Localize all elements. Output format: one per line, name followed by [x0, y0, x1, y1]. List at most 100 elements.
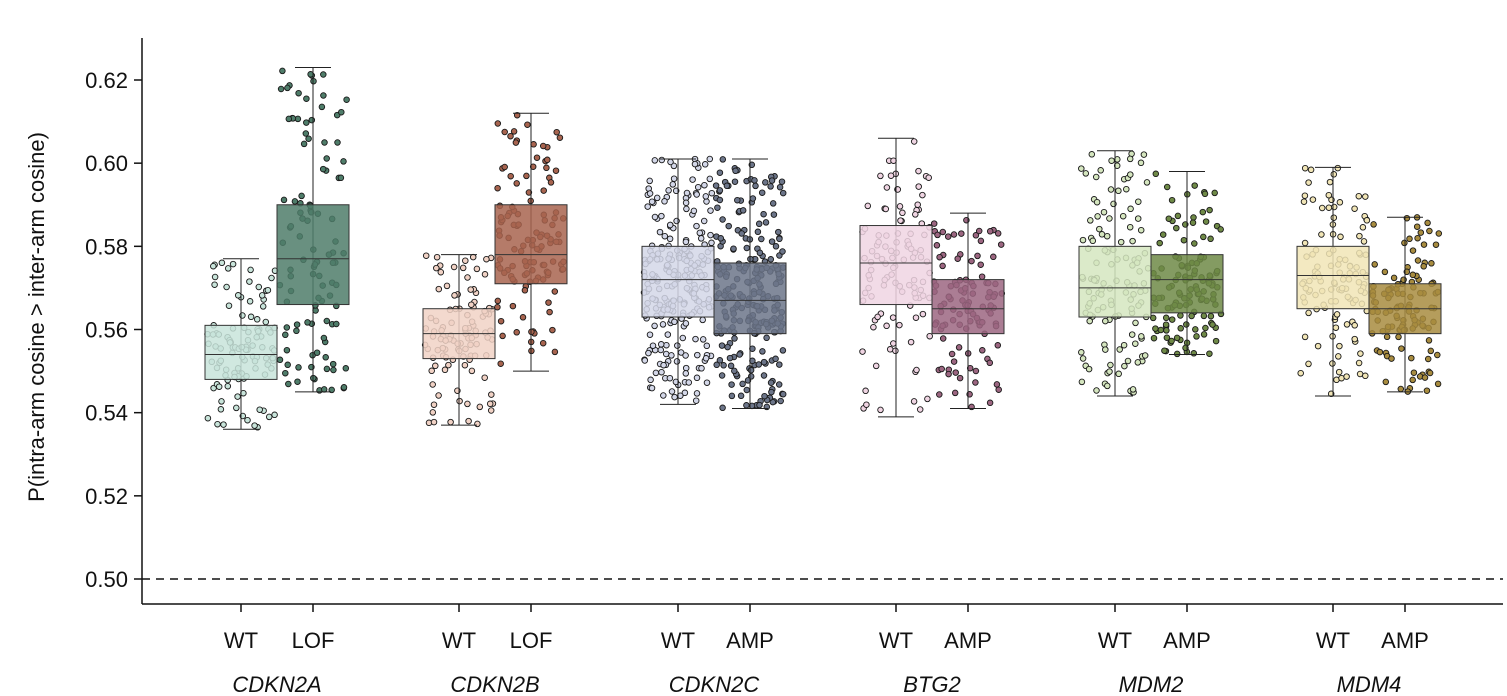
- y-axis-title: P(intra-arm cosine > inter-arm cosine): [24, 132, 49, 502]
- data-point: [682, 320, 690, 327]
- data-point: [641, 357, 649, 364]
- data-point: [539, 339, 547, 347]
- data-point: [1335, 353, 1342, 360]
- category-label: AMP: [726, 628, 774, 653]
- data-point: [775, 228, 782, 236]
- data-point: [1152, 325, 1159, 332]
- category-label: WT: [442, 628, 476, 653]
- data-point: [702, 355, 710, 362]
- data-point: [779, 189, 787, 197]
- data-point: [887, 172, 895, 179]
- data-point: [258, 292, 266, 299]
- data-point: [1124, 357, 1132, 365]
- data-point: [756, 249, 764, 257]
- data-point: [1356, 232, 1363, 240]
- data-point: [1078, 378, 1086, 386]
- data-point: [256, 406, 263, 413]
- data-point: [768, 177, 776, 184]
- data-point: [716, 187, 724, 194]
- data-point: [874, 313, 881, 321]
- data-point: [283, 346, 291, 354]
- data-point: [1162, 314, 1170, 322]
- data-point: [1351, 322, 1358, 329]
- data-point: [1307, 166, 1315, 174]
- data-point: [295, 89, 302, 97]
- data-point: [1174, 212, 1182, 220]
- data-point: [682, 364, 690, 372]
- data-point: [1395, 333, 1402, 341]
- data-point: [300, 140, 308, 148]
- data-point: [1173, 224, 1180, 232]
- data-point: [294, 378, 301, 385]
- data-point: [265, 413, 273, 421]
- data-point: [754, 228, 762, 236]
- data-point: [939, 228, 947, 236]
- data-point: [673, 358, 681, 365]
- data-point: [459, 264, 467, 272]
- data-point: [930, 220, 938, 227]
- data-point: [494, 120, 502, 127]
- data-point: [429, 409, 437, 416]
- data-point: [769, 398, 777, 406]
- gene-label: MDM2: [1119, 672, 1184, 696]
- data-point: [646, 177, 653, 185]
- data-point: [1212, 337, 1220, 345]
- data-point: [1106, 368, 1113, 375]
- data-point: [319, 165, 327, 173]
- data-point: [320, 386, 328, 393]
- data-point: [708, 239, 715, 247]
- data-point: [1193, 333, 1200, 340]
- data-point: [445, 361, 452, 369]
- data-point: [1382, 378, 1390, 386]
- data-point: [701, 181, 708, 189]
- data-point: [648, 384, 656, 392]
- data-point: [1409, 247, 1417, 254]
- data-point: [1115, 370, 1122, 378]
- data-point: [247, 266, 254, 274]
- data-point: [646, 190, 654, 197]
- data-point: [651, 157, 659, 164]
- data-point: [464, 400, 471, 408]
- data-point: [671, 393, 678, 401]
- data-point: [435, 392, 442, 399]
- data-point: [497, 317, 505, 325]
- data-point: [1115, 187, 1122, 195]
- data-point: [1100, 208, 1108, 216]
- data-point: [1149, 314, 1157, 322]
- data-point: [899, 209, 906, 217]
- data-point: [697, 235, 705, 242]
- data-point: [1129, 237, 1136, 245]
- data-point: [1421, 374, 1429, 381]
- data-point: [1363, 217, 1371, 224]
- data-point: [494, 297, 502, 305]
- data-point: [1217, 226, 1224, 233]
- data-point: [456, 397, 463, 405]
- data-point: [700, 217, 708, 225]
- data-point: [282, 369, 289, 377]
- data-point: [220, 421, 227, 428]
- data-point: [714, 204, 721, 211]
- data-point: [1162, 321, 1170, 328]
- data-point: [1159, 231, 1167, 238]
- data-point: [772, 243, 780, 250]
- data-point: [948, 350, 956, 358]
- data-point: [776, 183, 784, 191]
- data-point: [692, 335, 699, 343]
- data-point: [432, 362, 439, 370]
- data-point: [551, 348, 559, 356]
- data-point: [1085, 365, 1093, 373]
- data-point: [1199, 208, 1207, 216]
- data-point: [1360, 238, 1368, 245]
- data-point: [246, 278, 253, 285]
- data-point: [283, 324, 291, 331]
- data-point: [1434, 380, 1442, 388]
- data-point: [1409, 271, 1417, 279]
- data-point: [525, 189, 533, 196]
- box-mdm4-wt: [1296, 245, 1370, 310]
- data-point: [731, 367, 738, 375]
- data-point: [507, 132, 514, 140]
- data-point: [284, 361, 291, 369]
- data-point: [977, 261, 984, 268]
- data-point: [1143, 179, 1151, 186]
- data-point: [706, 175, 714, 183]
